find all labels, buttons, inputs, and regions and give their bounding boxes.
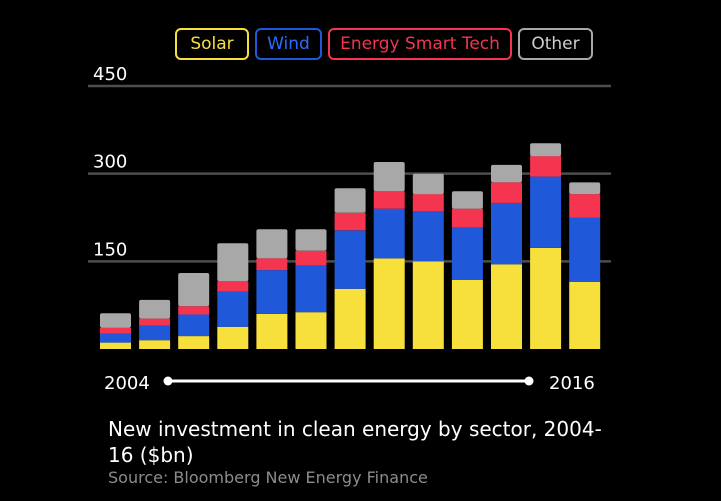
bar-other-2008[interactable] (256, 229, 288, 259)
bar-energy-smart-tech-2004[interactable] (100, 328, 131, 334)
bar-solar-2004[interactable] (100, 342, 131, 349)
bar-solar-2012[interactable] (412, 261, 444, 349)
bar-other-2011[interactable] (373, 162, 405, 192)
bar-other-2007[interactable] (217, 243, 249, 282)
bar-wind-2014[interactable] (491, 202, 522, 265)
bar-energy-smart-tech-2005[interactable] (139, 318, 171, 326)
bar-solar-2013[interactable] (451, 280, 483, 349)
y-tick-label: 300 (93, 152, 127, 173)
y-tick-label: 150 (93, 239, 127, 260)
bar-wind-2012[interactable] (412, 211, 444, 262)
range-start-label: 2004 (104, 373, 150, 394)
bar-other-2009[interactable] (295, 229, 327, 251)
bar-wind-2013[interactable] (451, 227, 483, 280)
bar-other-2013[interactable] (451, 191, 483, 209)
range-slider-end-handle[interactable] (524, 376, 534, 386)
bar-other-2014[interactable] (491, 164, 522, 183)
bar-energy-smart-tech-2006[interactable] (178, 306, 210, 315)
legend-item-energy-smart-tech[interactable]: Energy Smart Tech (328, 28, 512, 60)
chart-source: Source: Bloomberg New Energy Finance (108, 468, 428, 487)
bar-energy-smart-tech-2010[interactable] (334, 212, 366, 231)
bar-wind-2007[interactable] (217, 291, 249, 327)
y-tick-labels: 150 300 450 (93, 64, 127, 260)
bar-wind-2010[interactable] (334, 230, 366, 289)
bar-energy-smart-tech-2008[interactable] (256, 258, 288, 271)
legend-item-wind[interactable]: Wind (255, 28, 322, 60)
bar-other-2012[interactable] (412, 173, 444, 195)
bar-solar-2011[interactable] (373, 258, 405, 349)
bar-other-2004[interactable] (100, 313, 131, 328)
bar-solar-2014[interactable] (491, 264, 522, 349)
bar-solar-2005[interactable] (139, 340, 171, 349)
bar-other-2010[interactable] (334, 188, 366, 213)
bar-solar-2016[interactable] (569, 281, 601, 349)
bar-energy-smart-tech-2015[interactable] (530, 156, 562, 177)
bar-wind-2011[interactable] (373, 208, 405, 259)
bar-other-2015[interactable] (530, 143, 562, 157)
bar-wind-2006[interactable] (178, 314, 210, 337)
bar-solar-2010[interactable] (334, 288, 366, 349)
bar-energy-smart-tech-2016[interactable] (569, 194, 601, 218)
bar-solar-2006[interactable] (178, 336, 210, 349)
y-tick-label: 450 (93, 64, 127, 85)
bar-energy-smart-tech-2009[interactable] (295, 250, 327, 266)
bar-solar-2007[interactable] (217, 326, 249, 349)
bar-wind-2004[interactable] (100, 333, 131, 343)
chart-title: New investment in clean energy by sector… (108, 417, 602, 467)
bar-wind-2008[interactable] (256, 270, 288, 314)
bar-wind-2009[interactable] (295, 265, 327, 313)
bar-other-2016[interactable] (569, 182, 601, 195)
range-end-label: 2016 (549, 373, 595, 394)
bar-wind-2005[interactable] (139, 325, 171, 341)
bar-energy-smart-tech-2014[interactable] (491, 182, 522, 203)
bars (100, 143, 601, 349)
bar-solar-2009[interactable] (295, 312, 327, 349)
bar-energy-smart-tech-2007[interactable] (217, 281, 249, 292)
bar-energy-smart-tech-2011[interactable] (373, 191, 405, 209)
bar-other-2005[interactable] (139, 299, 171, 319)
range-slider-start-handle[interactable] (163, 376, 173, 386)
bar-energy-smart-tech-2013[interactable] (451, 208, 483, 228)
legend-item-solar[interactable]: Solar (175, 28, 249, 60)
bar-solar-2008[interactable] (256, 313, 288, 349)
legend-item-other[interactable]: Other (518, 28, 593, 60)
bar-energy-smart-tech-2012[interactable] (412, 194, 444, 212)
bar-other-2006[interactable] (178, 273, 210, 307)
bar-wind-2015[interactable] (530, 176, 562, 248)
bar-wind-2016[interactable] (569, 217, 601, 282)
bar-solar-2015[interactable] (530, 247, 562, 349)
